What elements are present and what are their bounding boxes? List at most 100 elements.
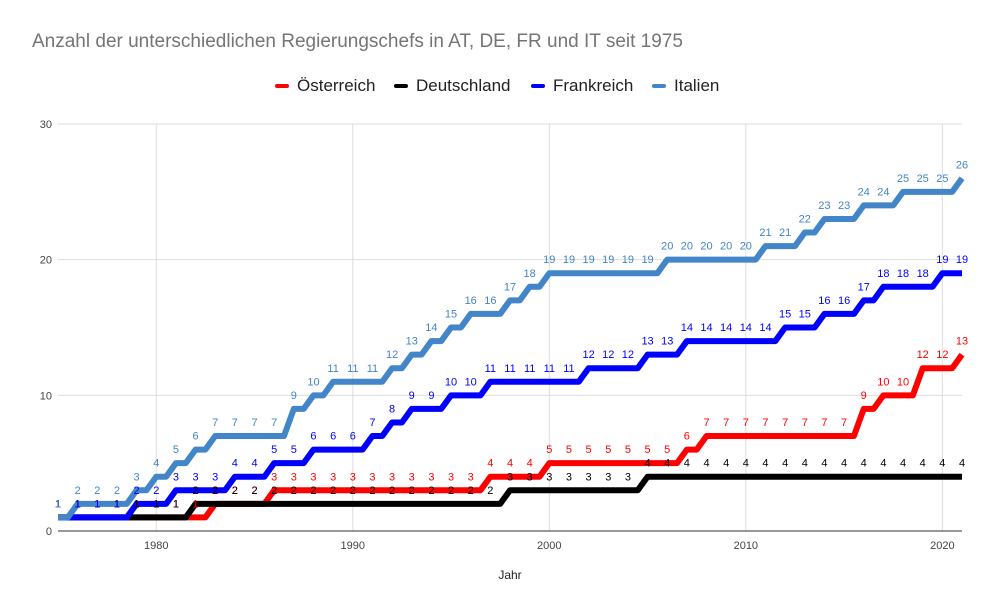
data-label-deutschland: 4 bbox=[664, 458, 670, 470]
data-label-frankreich: 4 bbox=[251, 458, 257, 470]
data-label-oesterreich: 1 bbox=[134, 498, 140, 510]
data-label-italien: 5 bbox=[173, 444, 179, 456]
data-labels: 1 1 1 1 1 1 1 12 2 23 3 3 3 3 3 3 3 3 3 34 4 45 5 5 5 5 5 567 7 7 7 7 7 7… bbox=[55, 159, 968, 510]
data-label-oesterreich: 10 bbox=[877, 376, 889, 388]
data-label-deutschland: 4 bbox=[645, 458, 651, 470]
y-tick-label: 10 bbox=[40, 390, 52, 402]
data-label-oesterreich: 9 bbox=[861, 390, 867, 402]
data-label-frankreich: 2 bbox=[153, 485, 159, 497]
data-label-oesterreich: 3 bbox=[291, 471, 297, 483]
data-label-frankreich: 11 bbox=[504, 363, 515, 375]
data-label-oesterreich: 1 bbox=[75, 498, 81, 510]
data-label-italien: 2 bbox=[75, 485, 81, 497]
data-label-deutschland: 1 bbox=[173, 498, 179, 510]
legend-item-oesterreich[interactable]: Österreich bbox=[275, 74, 375, 98]
data-label-deutschland: 1 bbox=[94, 498, 100, 510]
data-label-italien: 25 bbox=[917, 173, 929, 185]
data-label-italien: 20 bbox=[681, 241, 693, 253]
data-label-italien: 25 bbox=[897, 173, 909, 185]
data-label-deutschland: 2 bbox=[330, 485, 336, 497]
data-label-frankreich: 14 bbox=[681, 322, 693, 334]
data-label-italien: 23 bbox=[838, 200, 850, 212]
data-label-oesterreich: 1 bbox=[114, 498, 120, 510]
data-label-frankreich: 7 bbox=[369, 417, 375, 429]
x-axis-title: Jahr bbox=[498, 568, 522, 582]
data-label-deutschland: 2 bbox=[212, 485, 218, 497]
data-label-deutschland: 4 bbox=[821, 458, 827, 470]
data-label-italien: 7 bbox=[232, 417, 238, 429]
legend-swatch-oesterreich bbox=[275, 84, 289, 88]
data-label-frankreich: 14 bbox=[740, 322, 752, 334]
data-label-frankreich: 1 bbox=[114, 498, 120, 510]
data-label-italien: 19 bbox=[602, 254, 614, 266]
data-label-oesterreich: 1 bbox=[153, 498, 159, 510]
data-label-italien: 20 bbox=[740, 241, 752, 253]
legend: Österreich Deutschland Frankreich Italie… bbox=[0, 74, 994, 98]
legend-label-italien: Italien bbox=[674, 76, 720, 95]
data-label-frankreich: 11 bbox=[485, 363, 496, 375]
data-label-oesterreich: 7 bbox=[802, 417, 808, 429]
data-label-oesterreich: 7 bbox=[762, 417, 768, 429]
data-label-frankreich: 1 bbox=[75, 498, 81, 510]
data-label-deutschland: 4 bbox=[900, 458, 906, 470]
data-label-italien: 19 bbox=[543, 254, 555, 266]
data-label-deutschland: 2 bbox=[193, 485, 199, 497]
data-label-deutschland: 1 bbox=[134, 498, 140, 510]
data-label-italien: 11 bbox=[327, 363, 338, 375]
data-label-italien: 16 bbox=[484, 295, 496, 307]
data-label-deutschland: 3 bbox=[527, 471, 533, 483]
data-label-frankreich: 19 bbox=[936, 254, 948, 266]
data-label-frankreich: 16 bbox=[818, 295, 830, 307]
data-label-deutschland: 2 bbox=[428, 485, 434, 497]
data-label-frankreich: 1 bbox=[94, 498, 100, 510]
data-label-frankreich: 18 bbox=[897, 268, 909, 280]
data-label-frankreich: 1 bbox=[55, 498, 61, 510]
legend-item-frankreich[interactable]: Frankreich bbox=[531, 74, 633, 98]
data-label-italien: 10 bbox=[307, 376, 319, 388]
data-label-oesterreich: 3 bbox=[468, 471, 474, 483]
data-label-deutschland: 2 bbox=[487, 485, 493, 497]
data-label-deutschland: 4 bbox=[939, 458, 945, 470]
x-tick-label: 2010 bbox=[734, 540, 758, 552]
data-label-italien: 7 bbox=[271, 417, 277, 429]
series-line-oesterreich bbox=[58, 352, 965, 521]
data-label-deutschland: 4 bbox=[802, 458, 808, 470]
data-label-oesterreich: 3 bbox=[310, 471, 316, 483]
x-tick-label: 1980 bbox=[144, 540, 168, 552]
data-label-deutschland: 2 bbox=[448, 485, 454, 497]
data-label-frankreich: 4 bbox=[232, 458, 238, 470]
data-label-oesterreich: 5 bbox=[605, 444, 611, 456]
x-tick-label: 2020 bbox=[930, 540, 954, 552]
legend-item-deutschland[interactable]: Deutschland bbox=[394, 74, 511, 98]
data-label-frankreich: 12 bbox=[582, 349, 594, 361]
data-label-frankreich: 15 bbox=[799, 309, 811, 321]
data-label-italien: 23 bbox=[818, 200, 830, 212]
data-label-oesterreich: 12 bbox=[917, 349, 929, 361]
data-label-italien: 16 bbox=[465, 295, 477, 307]
data-label-deutschland: 3 bbox=[566, 471, 572, 483]
data-label-deutschland: 3 bbox=[507, 471, 513, 483]
data-label-deutschland: 4 bbox=[743, 458, 749, 470]
data-label-deutschland: 1 bbox=[114, 498, 120, 510]
y-tick-label: 30 bbox=[40, 119, 52, 131]
data-label-frankreich: 6 bbox=[330, 431, 336, 443]
data-label-italien: 2 bbox=[94, 485, 100, 497]
data-label-italien: 15 bbox=[445, 309, 457, 321]
data-label-italien: 25 bbox=[936, 173, 948, 185]
data-label-oesterreich: 7 bbox=[821, 417, 827, 429]
data-label-oesterreich: 5 bbox=[664, 444, 670, 456]
data-label-italien: 19 bbox=[622, 254, 634, 266]
legend-label-deutschland: Deutschland bbox=[416, 76, 511, 95]
data-label-frankreich: 11 bbox=[563, 363, 574, 375]
data-label-oesterreich: 1 bbox=[173, 498, 179, 510]
legend-item-italien[interactable]: Italien bbox=[652, 74, 719, 98]
data-label-frankreich: 5 bbox=[271, 444, 277, 456]
data-label-italien: 24 bbox=[877, 186, 889, 198]
data-label-italien: 17 bbox=[504, 281, 516, 293]
data-label-deutschland: 4 bbox=[841, 458, 847, 470]
data-label-oesterreich: 13 bbox=[956, 336, 968, 348]
y-tick-label: 0 bbox=[46, 526, 52, 538]
data-label-frankreich: 13 bbox=[641, 336, 653, 348]
data-label-oesterreich: 3 bbox=[369, 471, 375, 483]
